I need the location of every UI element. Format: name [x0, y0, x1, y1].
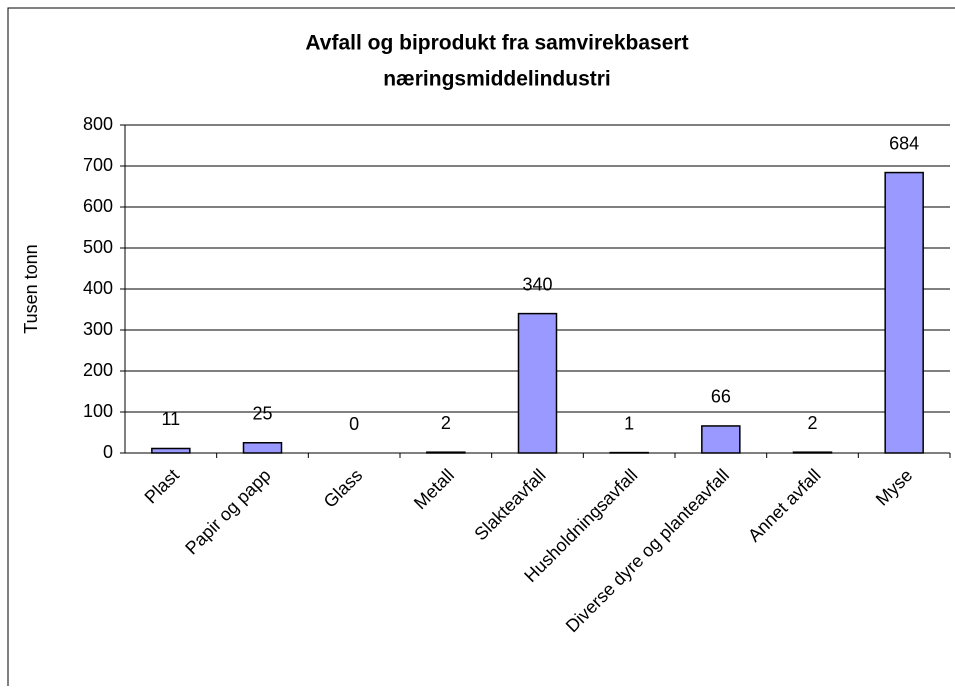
- data-label: 684: [889, 133, 919, 153]
- y-tick-label: 700: [83, 155, 113, 175]
- y-tick-label: 500: [83, 237, 113, 257]
- data-label: 66: [711, 387, 731, 407]
- data-label: 1: [624, 413, 634, 433]
- bar: [702, 426, 740, 453]
- bar: [885, 173, 923, 453]
- bar: [244, 443, 282, 453]
- bar: [519, 314, 557, 453]
- data-label: 340: [522, 274, 552, 294]
- y-axis-label: Tusen tonn: [21, 244, 41, 333]
- chart-title: næringsmiddelindustri: [383, 68, 611, 91]
- y-tick-label: 600: [83, 196, 113, 216]
- data-label: 0: [349, 414, 359, 434]
- bar: [152, 448, 190, 453]
- y-tick-label: 100: [83, 401, 113, 421]
- chart-frame: [8, 8, 955, 686]
- y-tick-label: 300: [83, 319, 113, 339]
- data-label: 2: [441, 413, 451, 433]
- y-tick-label: 400: [83, 278, 113, 298]
- data-label: 2: [807, 413, 817, 433]
- y-tick-label: 200: [83, 360, 113, 380]
- data-label: 25: [252, 404, 272, 424]
- y-tick-label: 800: [83, 114, 113, 134]
- data-label: 11: [161, 409, 180, 429]
- y-tick-label: 0: [103, 442, 113, 462]
- chart-title: Avfall og biprodukt fra samvirekbasert: [305, 32, 688, 55]
